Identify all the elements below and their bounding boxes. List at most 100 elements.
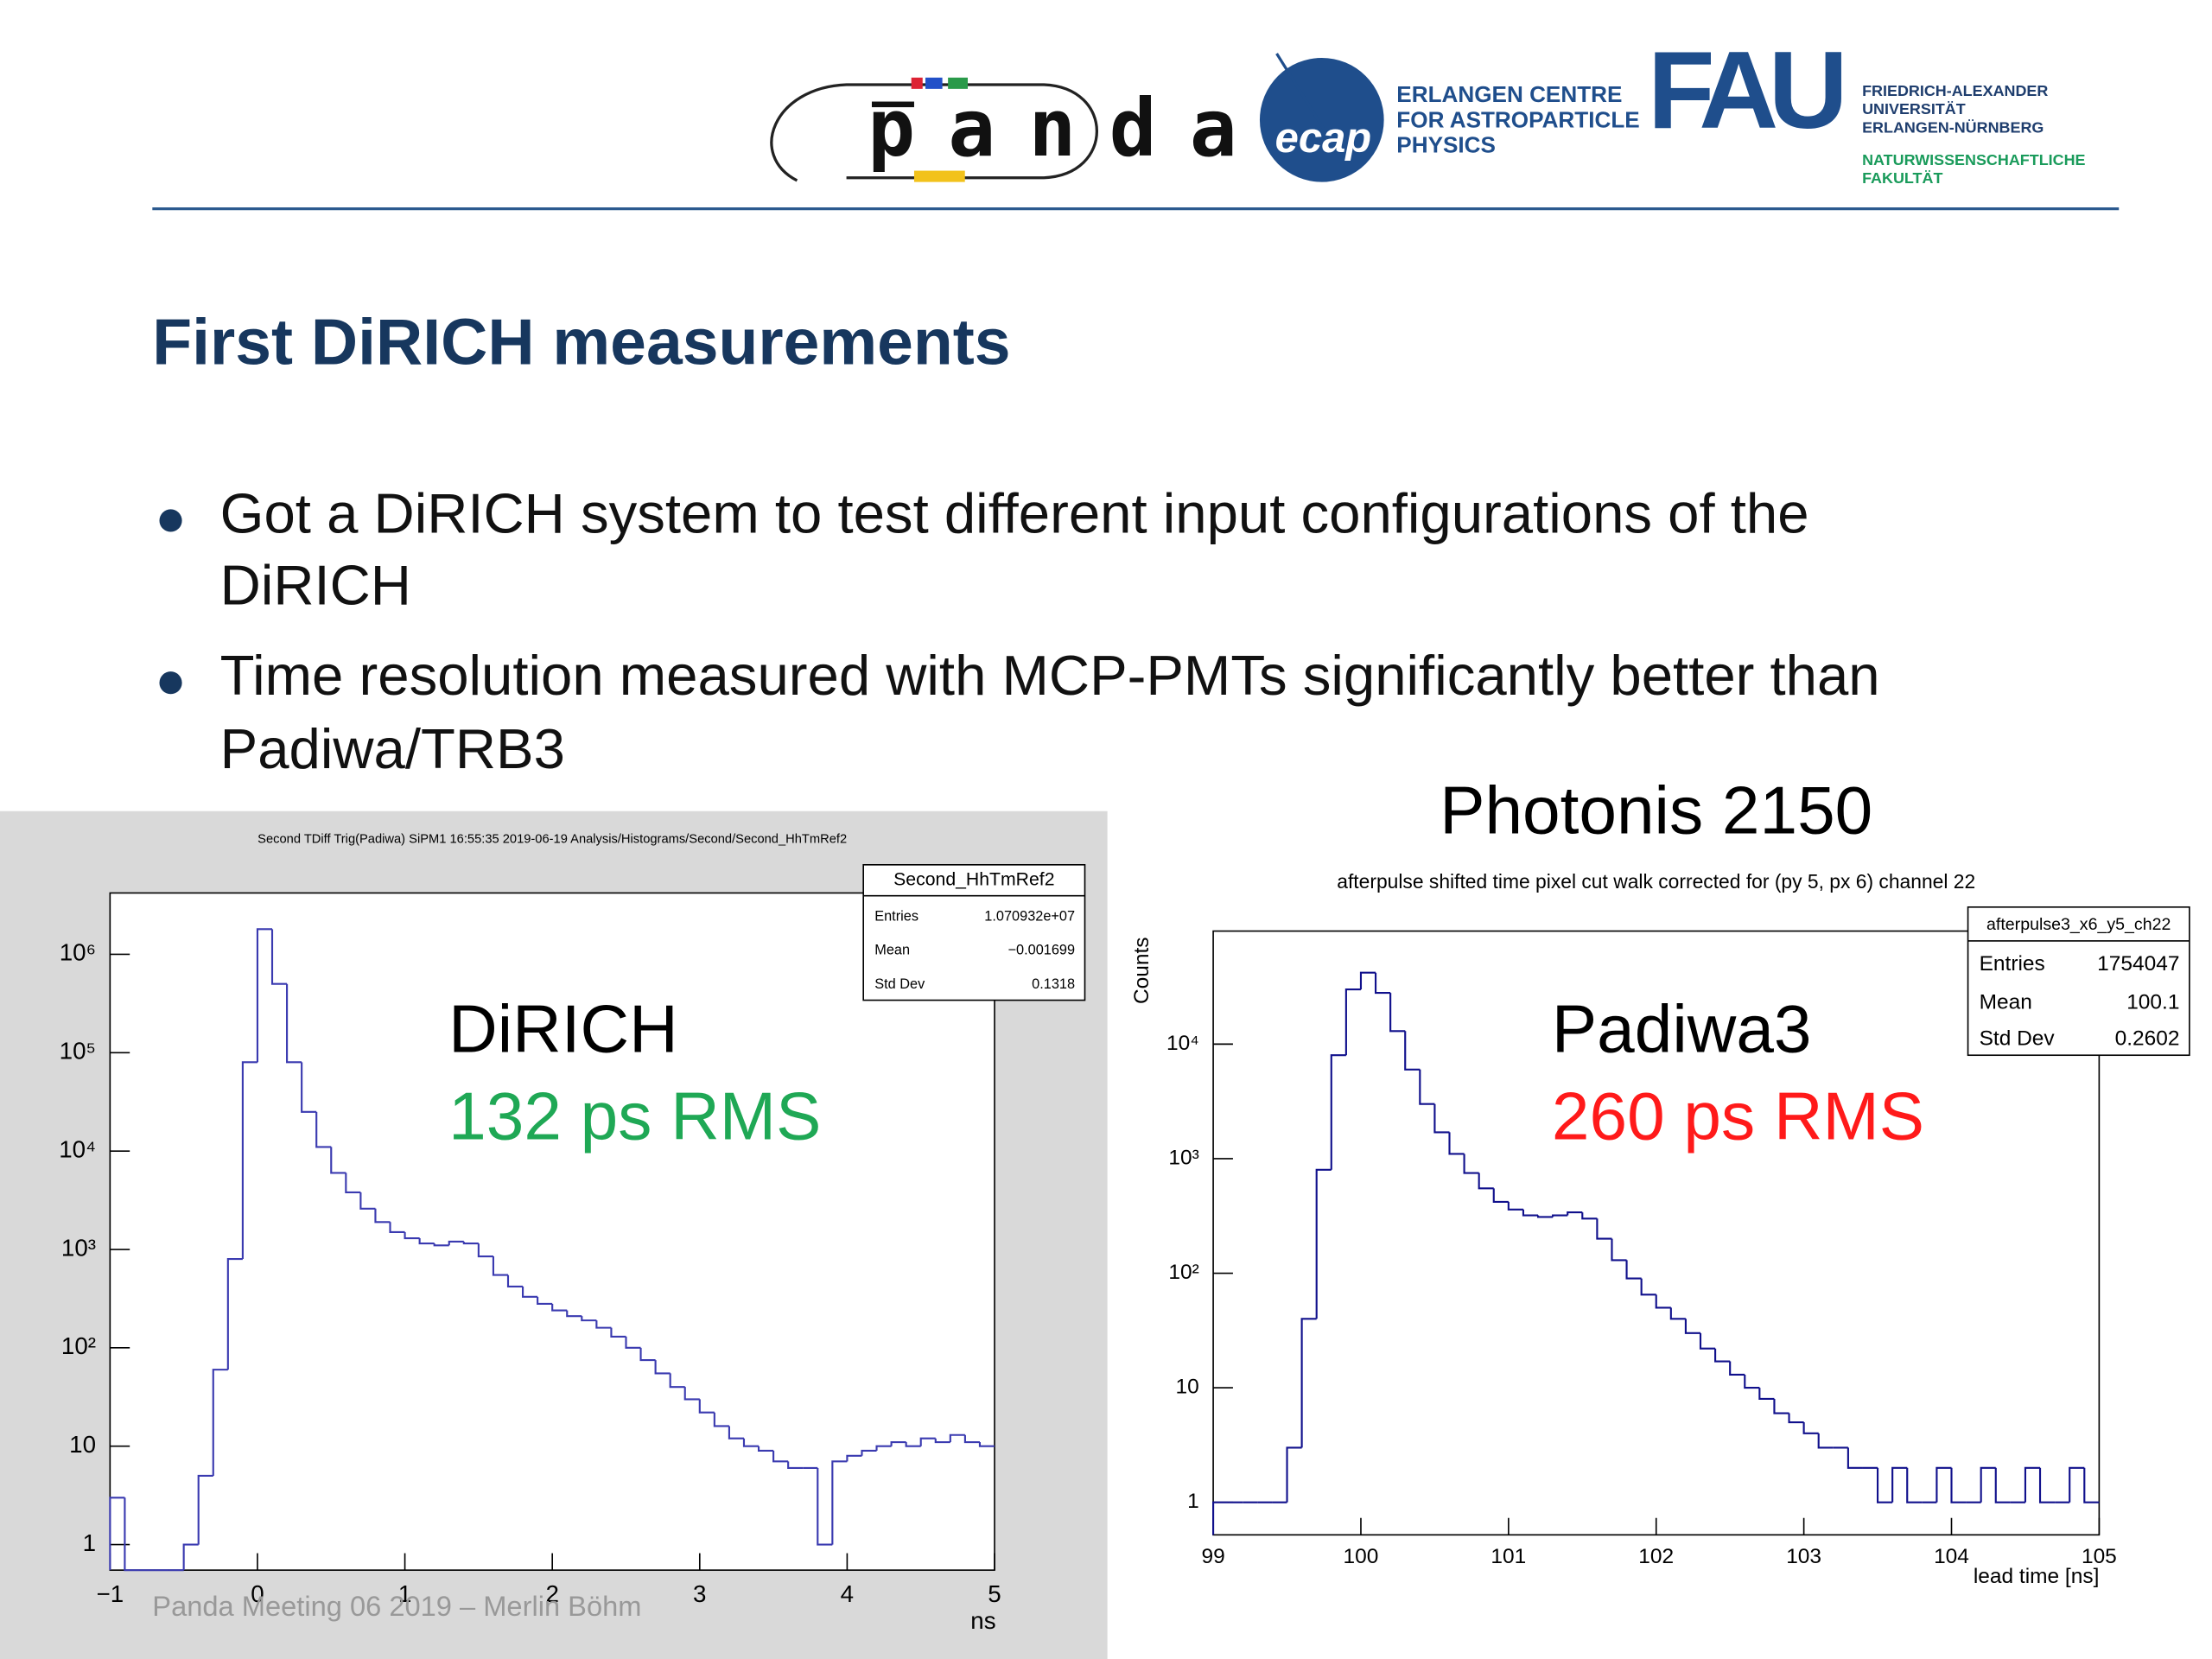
histogram-bin — [934, 1438, 950, 1444]
histogram-bin — [241, 1061, 257, 1260]
histogram-bin — [817, 1467, 833, 1546]
histogram-bin — [1389, 993, 1406, 1033]
stats-label: Std Dev — [1980, 1027, 2056, 1051]
histogram-bin — [1507, 1201, 1523, 1211]
histogram-bin — [1611, 1238, 1627, 1262]
x-tick-label: 5 — [988, 1580, 1001, 1607]
histogram-bin — [1744, 1374, 1760, 1389]
fau-name: ERLANGEN-NÜRNBERG — [1862, 118, 2044, 136]
histogram-bin — [448, 1240, 464, 1246]
histogram-bin — [566, 1310, 582, 1318]
histogram-bin — [1596, 1218, 1612, 1240]
histogram-bin — [537, 1296, 553, 1306]
panda-mark — [911, 77, 923, 89]
stats-label: Std Dev — [874, 976, 925, 992]
histogram-bin — [713, 1412, 729, 1427]
x-axis-label: ns — [970, 1607, 995, 1634]
histogram-bin — [890, 1440, 906, 1446]
histogram-bin — [477, 1243, 493, 1258]
histogram-bin — [625, 1336, 641, 1349]
bullet-text: Time resolution measured with MCP-PMTs s… — [220, 644, 1880, 707]
histogram-bin — [654, 1360, 671, 1375]
stats-box — [862, 864, 1086, 1001]
histogram-bin — [1522, 1209, 1539, 1217]
histogram-bin — [1684, 1319, 1701, 1334]
y-tick-label: 10² — [1168, 1261, 1198, 1284]
x-tick-label: −1 — [97, 1580, 124, 1607]
histogram-bin — [506, 1274, 524, 1287]
histogram-bin — [639, 1347, 656, 1362]
histogram-bin — [1669, 1307, 1686, 1320]
stats-value: −0.001699 — [1008, 943, 1076, 958]
histogram-bin — [683, 1387, 700, 1401]
footer: Panda Meeting 06 2019 – Merlin Böhm — [152, 1590, 641, 1622]
histogram-bin — [1419, 1069, 1435, 1105]
histogram-bin — [374, 1208, 391, 1224]
slide-title: First DiRICH measurements — [152, 305, 1010, 378]
histogram-bin — [1729, 1361, 1745, 1376]
fau-logo: FAU FRIEDRICH-ALEXANDER UNIVERSITÄT ERLA… — [1648, 29, 2086, 187]
stats-name: Second_HhTmRef2 — [893, 869, 1054, 889]
histogram-bin — [1359, 971, 1376, 990]
y-tick-label: 10⁴ — [59, 1135, 96, 1162]
histogram-bin — [359, 1192, 376, 1210]
x-tick-label: 2 — [545, 1580, 558, 1607]
histogram-bin — [1906, 1467, 1923, 1503]
panda-bar — [871, 101, 914, 108]
histogram-bin — [1433, 1103, 1450, 1134]
histogram-bin — [787, 1461, 804, 1470]
histogram-bin — [1552, 1214, 1568, 1217]
panda-mark — [913, 170, 965, 182]
histogram-bin — [1581, 1212, 1598, 1220]
histogram-bin — [757, 1446, 774, 1452]
histogram-bin — [1936, 1466, 1952, 1503]
histogram-bin — [1714, 1348, 1731, 1363]
histogram-bin — [226, 1257, 243, 1370]
histogram-bin — [345, 1173, 361, 1194]
histogram-bin — [1625, 1260, 1642, 1280]
histogram-bin — [846, 1454, 862, 1462]
histogram-bin — [1463, 1154, 1479, 1174]
y-tick-label: 10⁵ — [60, 1038, 96, 1065]
fau-name: UNIVERSITÄT — [1862, 100, 1966, 118]
histogram-bin — [978, 1442, 995, 1447]
bullet-text: DiRICH — [220, 554, 411, 617]
stats-box — [1967, 906, 2190, 1057]
histogram-bin — [286, 983, 302, 1064]
histogram-bin — [1655, 1294, 1671, 1309]
x-tick-label: 3 — [693, 1580, 706, 1607]
panda-mark — [948, 77, 968, 89]
histogram-bin — [1640, 1278, 1656, 1296]
y-axis-label: Counts — [1130, 937, 1154, 1004]
chart-title: afterpulse shifted time pixel cut walk c… — [1337, 870, 1975, 893]
histogram-bin — [404, 1231, 420, 1240]
annotation: 132 ps RMS — [448, 1078, 821, 1154]
histogram-bin — [861, 1449, 877, 1456]
x-tick-label: 101 — [1491, 1545, 1526, 1568]
ecap-name: ERLANGEN CENTRE — [1396, 81, 1622, 107]
histogram-bin — [581, 1316, 597, 1322]
annotation: Padiwa3 — [1552, 990, 1812, 1066]
histogram-bin — [905, 1442, 921, 1447]
histogram-bin — [831, 1460, 848, 1545]
fau-name: FRIEDRICH-ALEXANDER — [1862, 82, 2048, 99]
histogram-bin — [389, 1222, 405, 1234]
y-tick-label: 10² — [61, 1332, 96, 1359]
x-tick-label: 1 — [398, 1580, 411, 1607]
histogram-bin — [1448, 1132, 1465, 1155]
histogram-bin — [2069, 1466, 2085, 1503]
stats-value: 1754047 — [2097, 952, 2179, 976]
stats-value: 0.1318 — [1032, 976, 1075, 992]
histogram-bin — [728, 1426, 744, 1440]
x-tick-label: 104 — [1934, 1545, 1969, 1568]
histogram-bin — [109, 1497, 125, 1571]
histogram-bin — [256, 928, 273, 1063]
histogram-bin — [1802, 1422, 1819, 1434]
chart-heading: Photonis 2150 — [1440, 772, 1872, 848]
histogram-bin — [1847, 1447, 1863, 1469]
histogram-bin — [875, 1445, 892, 1451]
histogram-bin — [1330, 1054, 1346, 1170]
bullet-text: Padiwa/TRB3 — [220, 717, 565, 780]
ecap-logo: ecap ERLANGEN CENTRE FOR ASTROPARTICLE P… — [1259, 53, 1640, 182]
